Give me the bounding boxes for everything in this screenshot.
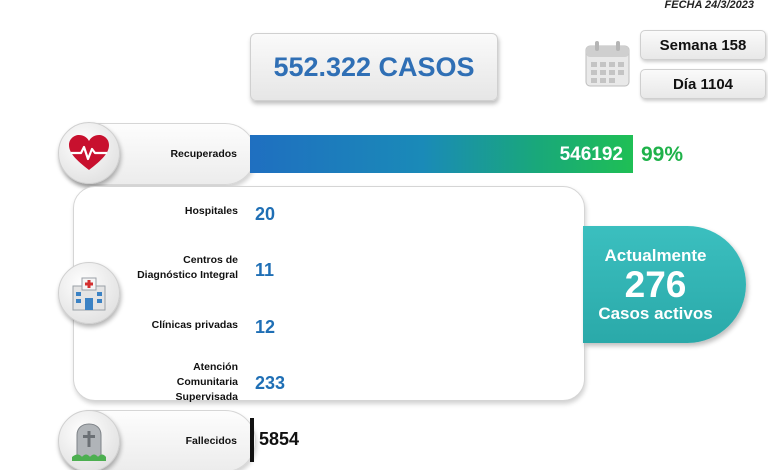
report-date: FECHA 24/3/2023 <box>664 0 754 11</box>
active-line3: Casos activos <box>598 304 713 323</box>
recovered-label: Recuperados <box>170 148 237 160</box>
hospitalized-panel <box>73 186 585 401</box>
cdi-label: Centros de Diagnóstico Integral <box>137 254 238 281</box>
active-cases-badge: Actualmente 276 Casos activos <box>583 226 746 343</box>
day-text: Día 1104 <box>672 75 734 93</box>
gravestone-icon <box>72 423 106 461</box>
day-badge: Día 1104 <box>640 69 766 99</box>
deceased-bar <box>250 418 254 462</box>
recovered-value: 546192 <box>559 144 623 165</box>
clinicas-label: Clínicas privadas <box>151 319 238 331</box>
hospitales-label: Hospitales <box>184 205 238 217</box>
hospital-icon <box>72 277 106 311</box>
recovered-bar <box>250 135 633 173</box>
active-line1: Actualmente <box>604 246 707 265</box>
cdi-value: 11 <box>255 260 275 280</box>
deceased-value: 5854 <box>259 429 300 449</box>
deceased-icon-circle <box>58 410 120 470</box>
hospitales-value: 20 <box>255 204 276 224</box>
total-cases-text: 552.322 CASOS <box>273 51 475 82</box>
heart-pulse-icon <box>69 135 109 170</box>
total-cases-box: 552.322 CASOS <box>250 33 498 101</box>
calendar-icon <box>585 41 630 87</box>
hospital-icon-circle <box>58 262 120 324</box>
active-count: 276 <box>624 264 687 305</box>
week-text: Semana 158 <box>659 36 747 54</box>
recovered-percent: 99% <box>641 143 684 166</box>
clinicas-value: 12 <box>255 317 276 337</box>
week-badge: Semana 158 <box>640 30 766 60</box>
deceased-label: Fallecidos <box>185 435 237 447</box>
acs-value: 233 <box>255 373 286 393</box>
acs-label: Atención Comunitaria Supervisada <box>175 361 238 403</box>
recovered-icon-circle <box>58 122 120 184</box>
